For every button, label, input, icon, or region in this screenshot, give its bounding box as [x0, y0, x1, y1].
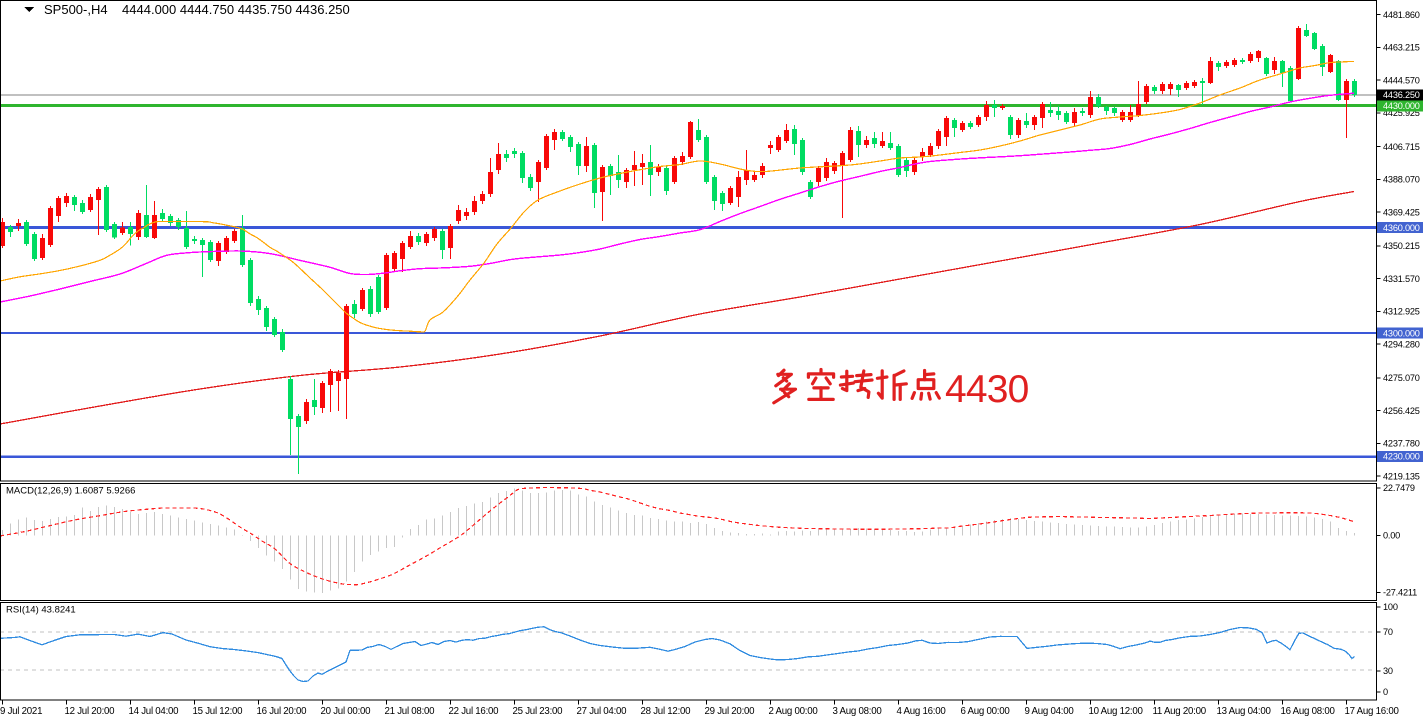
- svg-text:20 Jul 00:00: 20 Jul 00:00: [321, 706, 372, 717]
- svg-text:-27.4211: -27.4211: [1383, 588, 1417, 598]
- svg-text:22 Jul 16:00: 22 Jul 16:00: [449, 706, 500, 717]
- svg-text:4230.000: 4230.000: [1383, 452, 1420, 462]
- svg-text:13 Aug 04:00: 13 Aug 04:00: [1217, 706, 1272, 717]
- svg-text:0: 0: [1383, 687, 1388, 697]
- svg-text:9 Aug 04:00: 9 Aug 04:00: [1025, 706, 1075, 717]
- svg-text:10 Aug 12:00: 10 Aug 12:00: [1089, 706, 1144, 717]
- svg-text:4219.135: 4219.135: [1383, 471, 1420, 481]
- svg-text:3 Aug 08:00: 3 Aug 08:00: [833, 706, 883, 717]
- svg-text:RSI(14) 43.8241: RSI(14) 43.8241: [6, 605, 76, 616]
- svg-text:MACD(12,26,9) 1.6087 5.9266: MACD(12,26,9) 1.6087 5.9266: [6, 486, 135, 497]
- svg-text:16 Jul 20:00: 16 Jul 20:00: [257, 706, 308, 717]
- svg-text:27 Jul 04:00: 27 Jul 04:00: [577, 706, 628, 717]
- svg-text:6 Aug 00:00: 6 Aug 00:00: [961, 706, 1011, 717]
- svg-text:SP500-,H4 4444.000 4444.750: SP500-,H4 4444.000 4444.750 4435.750 443…: [44, 2, 350, 17]
- svg-text:4331.570: 4331.570: [1383, 274, 1420, 284]
- svg-text:4436.250: 4436.250: [1383, 90, 1420, 100]
- svg-text:4294.280: 4294.280: [1383, 339, 1420, 349]
- svg-text:9 Jul 2021: 9 Jul 2021: [0, 706, 42, 717]
- svg-text:4430.000: 4430.000: [1383, 101, 1420, 111]
- svg-text:4463.215: 4463.215: [1383, 43, 1420, 53]
- svg-text:4350.215: 4350.215: [1383, 241, 1420, 251]
- svg-text:4312.925: 4312.925: [1383, 307, 1420, 317]
- svg-text:21 Jul 08:00: 21 Jul 08:00: [385, 706, 436, 717]
- svg-text:4275.070: 4275.070: [1383, 373, 1420, 383]
- svg-text:4300.000: 4300.000: [1383, 328, 1420, 338]
- svg-text:4406.715: 4406.715: [1383, 142, 1420, 152]
- svg-text:4256.425: 4256.425: [1383, 406, 1420, 416]
- svg-text:17 Aug 16:00: 17 Aug 16:00: [1345, 706, 1400, 717]
- svg-text:4237.780: 4237.780: [1383, 439, 1420, 449]
- svg-text:4481.860: 4481.860: [1383, 10, 1420, 20]
- svg-text:25 Jul 23:00: 25 Jul 23:00: [513, 706, 564, 717]
- svg-text:4 Aug 16:00: 4 Aug 16:00: [897, 706, 947, 717]
- svg-text:100: 100: [1383, 602, 1398, 612]
- svg-text:11 Aug 20:00: 11 Aug 20:00: [1153, 706, 1207, 717]
- svg-text:28 Jul 12:00: 28 Jul 12:00: [641, 706, 692, 717]
- svg-text:4444.570: 4444.570: [1383, 75, 1420, 85]
- svg-text:15 Jul 12:00: 15 Jul 12:00: [193, 706, 244, 717]
- svg-text:4430: 4430: [945, 368, 1029, 411]
- svg-text:2 Aug 00:00: 2 Aug 00:00: [769, 706, 819, 717]
- svg-text:29 Jul 20:00: 29 Jul 20:00: [705, 706, 756, 717]
- svg-text:16 Aug 08:00: 16 Aug 08:00: [1281, 706, 1336, 717]
- svg-text:0.00: 0.00: [1383, 531, 1400, 541]
- svg-text:22.7479: 22.7479: [1383, 483, 1415, 493]
- svg-text:4388.070: 4388.070: [1383, 175, 1420, 185]
- svg-text:4360.000: 4360.000: [1383, 223, 1420, 233]
- svg-text:30: 30: [1383, 666, 1393, 676]
- svg-text:12 Jul 20:00: 12 Jul 20:00: [65, 706, 116, 717]
- svg-text:4425.925: 4425.925: [1383, 108, 1420, 118]
- svg-text:4369.425: 4369.425: [1383, 207, 1420, 217]
- svg-text:70: 70: [1383, 627, 1393, 637]
- svg-text:14 Jul 04:00: 14 Jul 04:00: [129, 706, 180, 717]
